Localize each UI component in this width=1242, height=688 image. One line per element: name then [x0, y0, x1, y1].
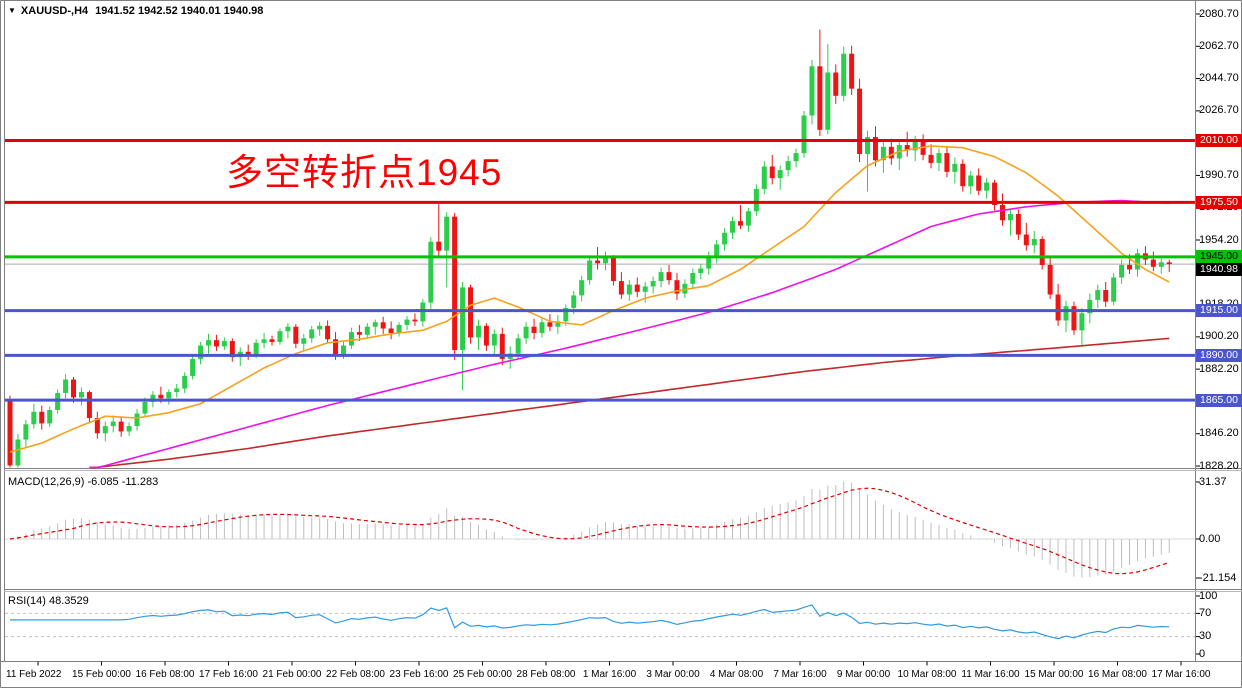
bid-price-tag: 1940.98	[1196, 263, 1242, 277]
time-tick-label: 16 Feb 08:00	[135, 669, 195, 680]
time-tick-label: 22 Feb 08:00	[326, 669, 385, 680]
symbol-dropdown-icon[interactable]: ▼	[8, 6, 16, 15]
time-tick-label: 3 Mar 00:00	[646, 669, 700, 680]
time-tick-label: 7 Mar 16:00	[773, 669, 827, 680]
price-level-tag: 1945.00	[1196, 250, 1242, 264]
ma-mid-line	[89, 199, 1170, 469]
chart-title: ▼ XAUUSD-,H4 1941.52 1942.52 1940.01 1940.…	[8, 5, 263, 17]
trend-annotation[interactable]: 多空转折点1945	[226, 152, 503, 193]
time-tick-label: 28 Feb 08:00	[516, 669, 576, 680]
time-tick-label: 16 Mar 08:00	[1088, 669, 1147, 680]
price-level-tag: 2010.00	[1196, 134, 1242, 148]
rsi-indicator-label: RSI(14) 48.3529	[8, 595, 89, 607]
time-tick-label: 9 Mar 00:00	[836, 669, 891, 680]
symbol-timeframe-label: XAUUSD-,H4	[20, 5, 89, 17]
ohlc-readout: 1941.52 1942.52 1940.01 1940.98	[95, 5, 264, 17]
rsi-line	[10, 604, 1170, 640]
price-tick-label: 1882.20	[1199, 362, 1239, 375]
time-tick-label: 1 Mar 16:00	[582, 669, 637, 680]
candles-layer	[7, 29, 1172, 468]
price-tick-label: 1828.20	[1199, 459, 1239, 472]
time-tick-label: 15 Feb 00:00	[72, 669, 131, 680]
price-tick-label: 2044.70	[1199, 72, 1239, 85]
price-tick-label: 1990.70	[1199, 168, 1239, 181]
time-tick-label: 21 Feb 00:00	[262, 669, 322, 680]
time-tick-label: 10 Mar 08:00	[897, 669, 957, 680]
price-tick-label: 1918.20	[1199, 299, 1239, 310]
time-tick-label: 17 Feb 16:00	[199, 669, 258, 680]
price-tick-label: 1846.20	[1199, 427, 1239, 440]
time-tick-label: 11 Mar 16:00	[961, 669, 1020, 680]
price-tick-label: 2026.70	[1199, 104, 1239, 117]
time-tick-label: 17 Mar 16:00	[1151, 669, 1211, 680]
rsi-tick-label: 0	[1199, 647, 1206, 660]
macd-tick-label: 0.00	[1199, 532, 1221, 545]
macd-tick-label: 31.37	[1199, 475, 1227, 488]
time-tick-label: 15 Mar 00:00	[1024, 669, 1084, 680]
price-tick-label: 2062.70	[1199, 39, 1239, 52]
rsi-tick-label: 30	[1199, 630, 1212, 643]
time-tick-label: 25 Feb 00:00	[453, 669, 512, 680]
macd-tick-label: -21.154	[1199, 571, 1237, 584]
rsi-tick-label: 100	[1199, 589, 1218, 602]
time-tick-label: 11 Feb 2022	[6, 669, 62, 680]
price-tick-label: 1954.20	[1199, 233, 1239, 246]
time-tick-label: 4 Mar 08:00	[709, 669, 764, 680]
price-level-tag: 1975.50	[1196, 195, 1242, 209]
price-level-tag: 1865.00	[1196, 393, 1242, 407]
price-tick-label: 2080.70	[1199, 7, 1239, 20]
price-tick-label: 1900.20	[1199, 330, 1239, 343]
time-tick-label: 23 Feb 16:00	[389, 669, 449, 680]
ma-fast-line	[9, 145, 1170, 453]
ma-slow-line	[89, 337, 1170, 469]
price-level-tag: 1890.00	[1196, 348, 1242, 362]
price-level-tag: 1915.00	[1196, 304, 1242, 318]
macd-indicator-label: MACD(12,26,9) -6.085 -11.283	[8, 476, 159, 488]
rsi-tick-label: 70	[1199, 606, 1212, 619]
